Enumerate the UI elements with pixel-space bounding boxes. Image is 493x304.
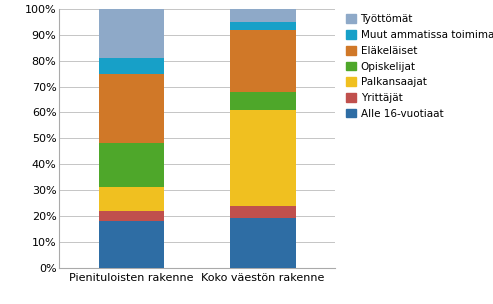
Bar [230,206,296,218]
Bar [230,22,296,30]
Bar [230,9,296,22]
Legend: Työttömät, Muut ammatissa toimimattomat, Eläkeläiset, Opiskelijat, Palkansaajat,: Työttömät, Muut ammatissa toimimattomat,… [346,14,493,119]
Bar [99,221,164,268]
Bar [99,187,164,211]
Bar [99,211,164,221]
Bar [230,218,296,268]
Bar [99,58,164,74]
Bar [230,110,296,206]
Bar [99,143,164,187]
Bar [230,30,296,92]
Bar [230,92,296,110]
Bar [99,9,164,58]
Bar [99,74,164,143]
